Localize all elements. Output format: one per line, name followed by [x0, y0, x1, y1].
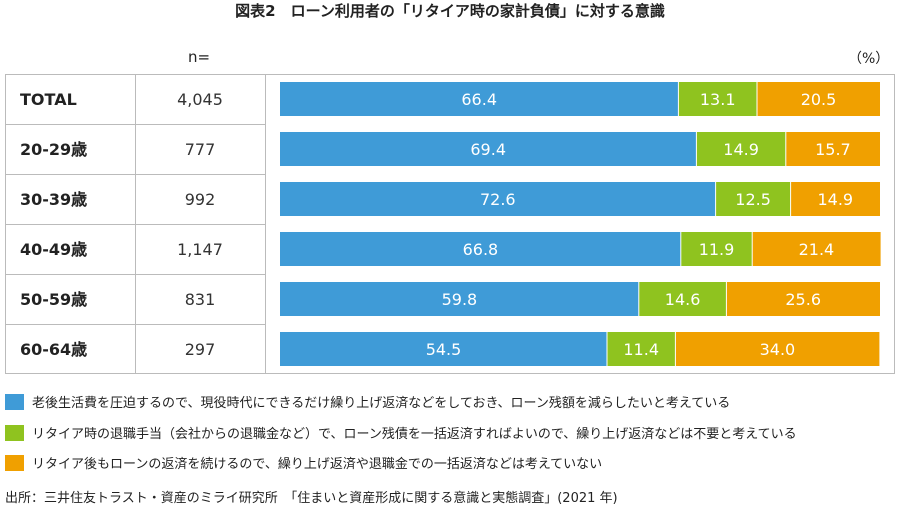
n-value: 1,147: [177, 240, 223, 259]
legend-swatch: [5, 393, 24, 410]
source-note: 出所：三井住友トラスト・資産のミライ研究所 「住まいと資産形成に関する意識と実態…: [5, 491, 618, 506]
data-label: 15.7: [815, 140, 851, 159]
bar-segment: [607, 332, 676, 366]
category-label: 30-39歳: [20, 190, 87, 209]
legend-swatch: [5, 454, 24, 471]
bar-segment: [715, 182, 791, 216]
legend-label: リタイア時の退職手当（会社からの退職金など）で、ローン残債を一括返済すればよいの…: [32, 427, 797, 442]
stacked-bar-chart: TOTAL 4,045 66.4 13.1 20.5 20-29歳 777 69.4 14.9 1…: [5, 74, 895, 374]
category-label: 50-59歳: [20, 290, 87, 309]
n-header: n=: [188, 48, 211, 66]
bar-segment: [280, 182, 716, 216]
bar-segment: [726, 282, 880, 316]
bar-segment: [678, 82, 757, 116]
legend-item-0: 老後生活費を圧迫するので、現役時代にできるだけ繰り上げ返済などをしておき、ローン…: [5, 392, 730, 411]
legend-label: リタイア後もローンの返済を続けるので、繰り上げ返済や退職金での一括返済などは考え…: [32, 457, 603, 472]
bar-segment: [280, 232, 681, 266]
bar-segment: [675, 332, 880, 366]
data-label: 20.5: [801, 90, 837, 109]
bar-segment: [638, 282, 727, 316]
data-label: 11.4: [623, 340, 659, 359]
data-label: 72.6: [480, 190, 516, 209]
unit-label: （%）: [848, 51, 890, 67]
bar-segment: [785, 132, 880, 166]
data-label: 14.9: [723, 140, 759, 159]
bar-segment: [280, 132, 697, 166]
data-label: 14.9: [817, 190, 853, 209]
category-label: 40-49歳: [20, 240, 87, 259]
category-label: TOTAL: [20, 90, 77, 109]
data-label: 34.0: [760, 340, 796, 359]
data-label: 66.4: [461, 90, 497, 109]
category-label: 20-29歳: [20, 140, 87, 159]
bar-segment: [280, 332, 607, 366]
bar-segment: [790, 182, 880, 216]
data-label: 11.9: [699, 240, 735, 259]
n-value: 831: [185, 290, 216, 309]
bar-segment: [757, 82, 880, 116]
data-label: 12.5: [735, 190, 771, 209]
data-label: 13.1: [700, 90, 736, 109]
n-value: 297: [185, 340, 216, 359]
bar-segment: [696, 132, 786, 166]
data-label: 21.4: [799, 240, 835, 259]
data-label: 25.6: [785, 290, 821, 309]
data-label: 66.8: [463, 240, 499, 259]
n-value: 992: [185, 190, 216, 209]
legend-item-2: リタイア後もローンの返済を続けるので、繰り上げ返済や退職金での一括返済などは考え…: [5, 453, 602, 472]
n-value: 4,045: [177, 90, 223, 109]
legend-swatch: [5, 424, 24, 441]
n-value: 777: [185, 140, 216, 159]
bar-segment: [752, 232, 881, 266]
legend-label: 老後生活費を圧迫するので、現役時代にできるだけ繰り上げ返済などをしておき、ローン…: [32, 396, 731, 411]
data-label: 54.5: [426, 340, 462, 359]
data-label: 14.6: [665, 290, 701, 309]
chart-title: 図表2 ローン利用者の「リタイア時の家計負債」に対する意識: [235, 2, 665, 20]
bar-segment: [680, 232, 753, 266]
bar-segment: [280, 282, 639, 316]
category-label: 60-64歳: [20, 340, 87, 359]
bar-segment: [280, 82, 679, 116]
legend-item-1: リタイア時の退職手当（会社からの退職金など）で、ローン残債を一括返済すればよいの…: [5, 423, 797, 442]
data-label: 59.8: [442, 290, 478, 309]
data-label: 69.4: [470, 140, 506, 159]
